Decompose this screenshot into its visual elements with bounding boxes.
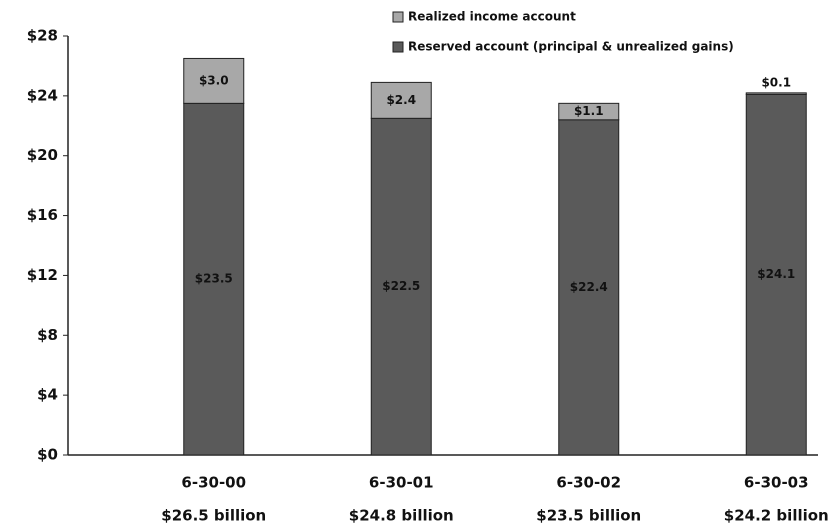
y-tick-label: $28 [27,27,58,45]
legend-swatch [392,11,404,23]
legend-label: Realized income account [408,10,576,24]
bar-segment [745,93,807,456]
data-label: $3.0 [199,73,229,87]
y-tick-label: $24 [27,86,58,104]
legend-label: Reserved account (principal & unrealized… [408,40,734,54]
bar-segment [370,81,432,119]
data-label: $23.5 [195,272,233,286]
data-label: $22.4 [570,280,608,294]
x-tick-label: 6-30-00 [181,474,246,492]
y-tick-label: $12 [27,266,58,284]
x-total-label: $23.5 billion [536,507,641,525]
bar-segment [558,119,620,456]
bar-segment [745,92,807,95]
y-tick-label: $20 [27,146,58,164]
y-tick-label: $8 [37,326,58,344]
bar-segment [558,102,620,121]
data-label: $0.1 [761,75,791,89]
data-label: $24.1 [757,267,795,281]
x-total-label: $24.8 billion [349,507,454,525]
x-tick-label: 6-30-03 [744,474,809,492]
bar-segment [370,117,432,456]
data-label: $22.5 [382,279,420,293]
bar-segment [183,57,245,104]
x-tick-label: 6-30-02 [556,474,621,492]
y-tick-label: $16 [27,206,58,224]
x-total-label: $26.5 billion [161,507,266,525]
x-total-label: $24.2 billion [724,507,829,525]
data-label: $2.4 [386,93,416,107]
x-tick-label: 6-30-01 [369,474,434,492]
y-tick-label: $4 [37,386,58,404]
y-tick-label: $0 [37,446,58,464]
data-label: $1.1 [574,104,604,118]
legend-swatch [392,41,404,53]
